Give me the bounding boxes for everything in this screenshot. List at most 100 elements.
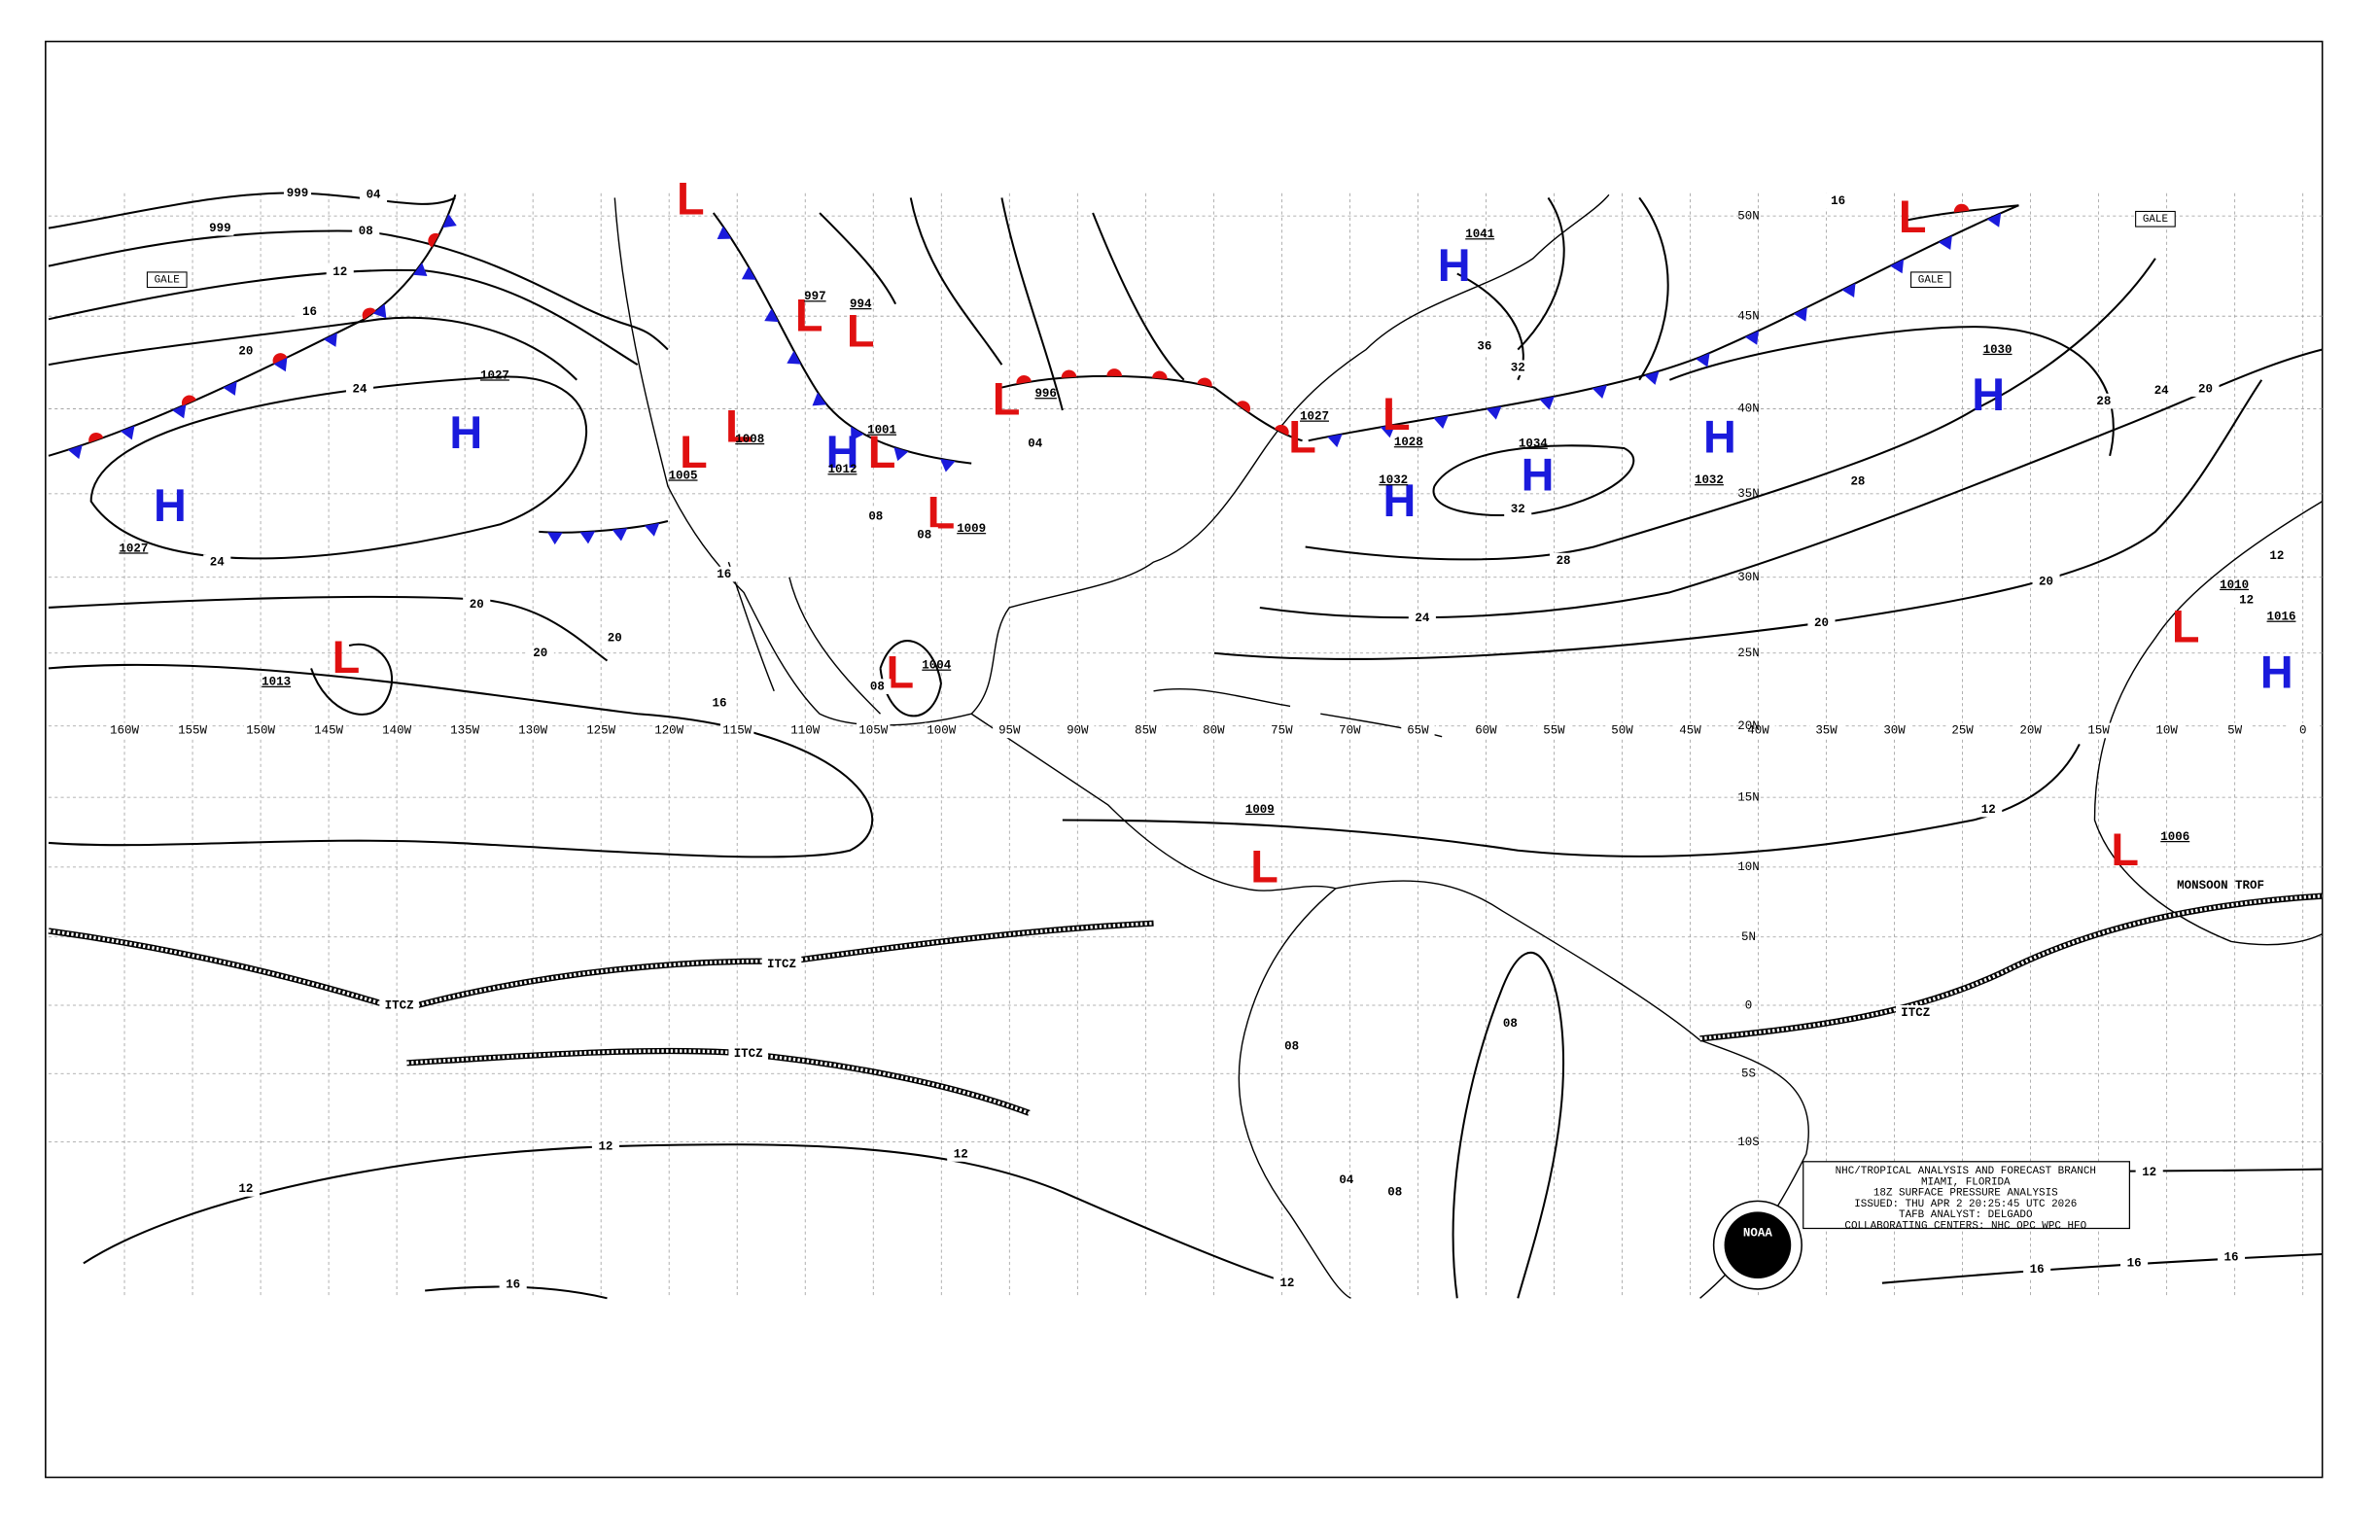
isobar-label-bg <box>863 679 892 694</box>
lon-label-box <box>1809 722 1843 739</box>
isobar-label-bg <box>2032 574 2060 590</box>
lon-label: 155W <box>178 724 207 738</box>
low-center: L <box>1250 841 1278 892</box>
lat-label: 10N <box>1737 860 1759 874</box>
central-pressure: 1027 <box>119 542 148 555</box>
isobar-label-bg <box>203 554 231 570</box>
info-box: NOAA NHC/TROPICAL ANALYSIS AND FORECAST … <box>1712 1161 2131 1290</box>
isobar-label: 04 <box>367 189 381 202</box>
isobar-label: 08 <box>917 528 931 542</box>
isobar-label: 20 <box>470 598 484 612</box>
isobar-label-bg <box>1273 1275 1301 1291</box>
low-center: L <box>725 402 753 452</box>
isobar-label-bg <box>326 264 354 280</box>
high-center: H <box>1438 240 1471 291</box>
isobar-label-bg <box>2089 393 2118 409</box>
lon-label-box <box>788 722 822 739</box>
isobar-label-bg <box>591 1138 619 1154</box>
cold-front-pip <box>372 303 387 319</box>
cold-front-pip <box>323 332 337 347</box>
cold-front-pip <box>442 213 457 228</box>
itcz-label: ITCZ <box>1901 1006 1930 1020</box>
central-pressure: 1009 <box>1245 803 1275 817</box>
lon-label: 0 <box>2299 724 2306 738</box>
lon-label-box <box>379 722 414 739</box>
isobar-label-bg <box>526 645 554 661</box>
gale-label: GALE <box>2143 214 2168 226</box>
isobar-label-bg <box>1807 614 1836 631</box>
cold-front-pip <box>1380 424 1396 438</box>
isobar-label: 20 <box>1814 616 1829 630</box>
cold-front-pip <box>612 528 628 542</box>
itcz-label-bg <box>379 998 419 1013</box>
cold-front-pip <box>1696 353 1710 368</box>
high-center: H <box>154 480 187 531</box>
isobar-label-bg <box>231 1181 260 1197</box>
cold-front-pip <box>1486 405 1502 420</box>
lon-label: 150W <box>246 724 275 738</box>
isobar-label: 16 <box>713 697 727 711</box>
central-pressure: 1030 <box>1983 343 2012 357</box>
central-pressure: 1005 <box>669 469 698 482</box>
coastlines <box>613 193 2324 1299</box>
isobar-label-bg <box>2232 592 2260 608</box>
isobar-label: 28 <box>2096 395 2111 408</box>
lon-label: 30W <box>1883 724 1906 738</box>
cold-front-pip <box>644 522 660 537</box>
lon-label-box <box>1333 722 1367 739</box>
isobar-label-bg <box>910 527 938 542</box>
low-center: L <box>680 427 708 477</box>
info-line: 18Z SURFACE PRESSURE ANALYSIS <box>1873 1188 2058 1200</box>
lon-label: 60W <box>1475 724 1497 738</box>
lon-label-box <box>2150 722 2184 739</box>
warm-front-pip <box>362 307 376 320</box>
cold-front-pip <box>67 444 83 460</box>
warm-front-pip <box>272 353 288 365</box>
isobar-label-bg <box>345 381 374 397</box>
lon-label-box <box>1197 722 1231 739</box>
low-center: L <box>677 173 705 224</box>
cold-front-pip <box>940 458 956 472</box>
isobar-label-bg <box>360 187 388 203</box>
isobar-label-bg <box>947 1146 975 1162</box>
gale-box <box>1910 271 1951 289</box>
warm-front-pip <box>1106 368 1122 376</box>
lon-label-box <box>1401 722 1435 739</box>
cold-front-pip <box>1890 259 1905 274</box>
isobar-label: 12 <box>2142 1166 2156 1179</box>
lon-label-box <box>1605 722 1639 739</box>
lon-label: 10W <box>2155 724 2178 738</box>
lat-label: 20N <box>1737 719 1759 733</box>
isobar-label: 16 <box>302 305 317 319</box>
cold-front-pip <box>741 266 756 280</box>
lon-label-box <box>447 722 482 739</box>
page-frame <box>45 40 2324 1479</box>
lon-label-box <box>583 722 618 739</box>
itcz-label-bg <box>761 957 802 972</box>
lon-label: 25W <box>1951 724 1974 738</box>
low-center: L <box>2172 602 2200 652</box>
cold-front-pip <box>1841 283 1856 298</box>
isobar-label: 08 <box>868 510 883 524</box>
central-pressure: 1034 <box>1519 438 1548 451</box>
isobar-label-bg <box>2135 1164 2163 1180</box>
lon-label: 45W <box>1679 724 1701 738</box>
isobar-label: 24 <box>353 382 368 396</box>
isobar-label: 16 <box>2030 1263 2045 1277</box>
lon-label-box <box>1265 722 1299 739</box>
lon-label: 100W <box>927 724 956 738</box>
isobar-label: 16 <box>717 568 731 581</box>
lat-label: 0 <box>1745 998 1752 1012</box>
isobar-label: 32 <box>1511 362 1525 375</box>
isobar-label-bg <box>1843 473 1872 490</box>
logo-disc <box>1724 1211 1792 1279</box>
cold-front-pip <box>1433 415 1449 429</box>
lon-label: 20W <box>2019 724 2042 738</box>
isobar-label: 24 <box>210 555 225 569</box>
isobar-label-bg <box>2120 1255 2149 1272</box>
warm-front-pip <box>88 432 104 443</box>
lon-label-box <box>1469 722 1503 739</box>
high-center: H <box>1703 412 1736 463</box>
lon-label: 80W <box>1203 724 1225 738</box>
lon-label-box <box>243 722 278 739</box>
